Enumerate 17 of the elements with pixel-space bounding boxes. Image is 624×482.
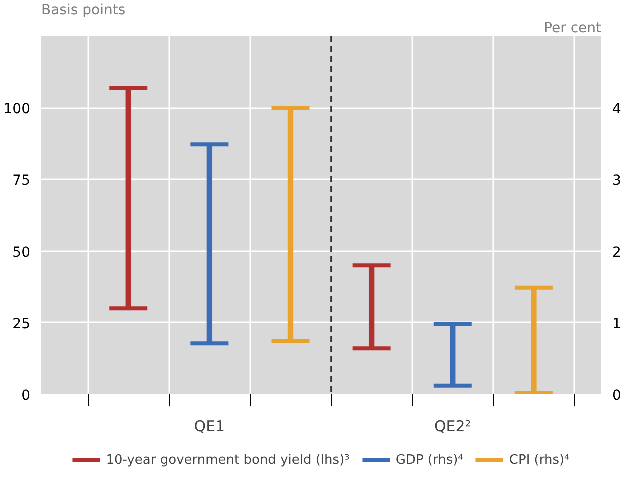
y2-tick-label: 4	[612, 102, 622, 118]
legend-label: 10-year government bond yield (lhs)³	[106, 452, 350, 468]
legend-label: GDP (rhs)⁴	[396, 452, 464, 468]
y2-tick-label: 3	[612, 173, 622, 190]
legend-label: CPI (rhs)⁴	[509, 452, 570, 468]
y-tick-label: 0	[22, 388, 31, 404]
y-axis-title: Basis points	[42, 2, 126, 18]
y2-tick-label: 0	[612, 388, 622, 404]
y2-axis-title: Per cent	[544, 20, 602, 36]
y-tick-label: 75	[12, 173, 31, 190]
y-tick-label: 100	[4, 102, 31, 118]
y-tick-label: 50	[12, 244, 31, 261]
y-tick-label: 25	[12, 316, 31, 332]
y2-tick-label: 2	[612, 244, 622, 261]
x-tick-label: QE1	[194, 418, 226, 436]
y2-tick-label: 1	[612, 316, 622, 332]
x-tick-label: QE2²	[434, 418, 472, 436]
